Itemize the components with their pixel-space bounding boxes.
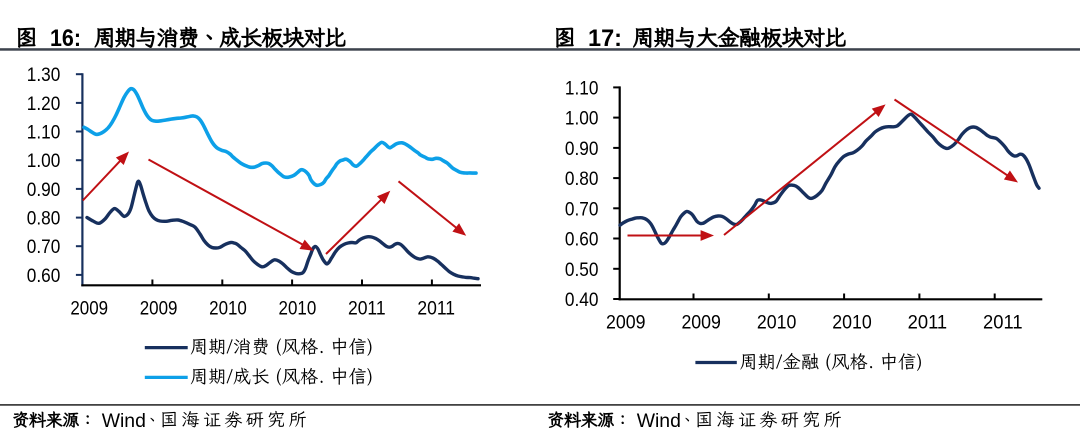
svg-text:1.30: 1.30 [27, 64, 61, 86]
svg-text:2009: 2009 [681, 311, 721, 333]
svg-text:0.70: 0.70 [565, 198, 599, 220]
svg-text:0.80: 0.80 [565, 168, 599, 190]
svg-text:1.10: 1.10 [565, 77, 599, 99]
svg-text:0.90: 0.90 [565, 138, 599, 160]
svg-text:Wind: Wind [102, 410, 146, 432]
svg-text:0.70: 0.70 [27, 236, 61, 258]
svg-text:2011: 2011 [348, 298, 386, 320]
svg-text:2011: 2011 [983, 311, 1023, 333]
svg-text:1.10: 1.10 [27, 122, 61, 144]
svg-text:16:: 16: [50, 25, 81, 52]
svg-text:0.90: 0.90 [27, 179, 61, 201]
svg-text:2010: 2010 [832, 311, 872, 333]
svg-text:2010: 2010 [279, 298, 317, 320]
svg-text:0.40: 0.40 [565, 289, 599, 311]
svg-text:2010: 2010 [209, 298, 247, 320]
svg-text:17:: 17: [588, 25, 622, 52]
svg-text:1.00: 1.00 [27, 150, 61, 172]
svg-text:2011: 2011 [908, 311, 948, 333]
svg-text:1.00: 1.00 [565, 108, 599, 130]
svg-text:0.60: 0.60 [27, 265, 61, 287]
svg-text:0.60: 0.60 [565, 229, 599, 251]
svg-text:0.80: 0.80 [27, 208, 61, 230]
svg-text:2011: 2011 [417, 298, 455, 320]
svg-text:Wind: Wind [637, 410, 681, 432]
svg-text:0.50: 0.50 [565, 259, 599, 281]
svg-text:2009: 2009 [70, 298, 108, 320]
svg-text:2010: 2010 [757, 311, 797, 333]
svg-text:1.20: 1.20 [27, 93, 61, 115]
svg-text:2009: 2009 [140, 298, 178, 320]
svg-text:2009: 2009 [606, 311, 646, 333]
